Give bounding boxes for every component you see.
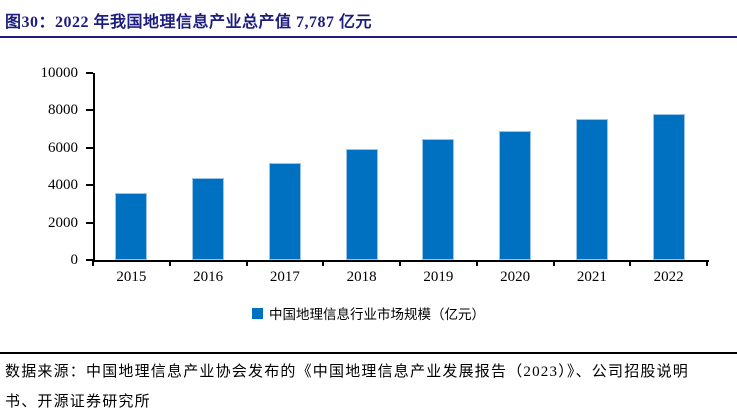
x-axis-label: 2015 — [116, 269, 147, 285]
bar-2020 — [499, 131, 532, 260]
data-source-note: 数据来源：中国地理信息产业协会发布的《中国地理信息产业发展报告（2023）》、公… — [5, 357, 733, 417]
y-axis-tick-label: 4000 — [48, 177, 78, 194]
chart-legend: 中国地理信息行业市场规模（亿元） — [0, 303, 737, 323]
y-axis-tick — [86, 109, 93, 112]
x-axis-tick — [552, 260, 555, 266]
y-axis-tick-label: 2000 — [48, 214, 78, 231]
bar-2018 — [345, 148, 378, 260]
y-axis-tick-label: 10000 — [40, 65, 79, 81]
x-axis-tick — [399, 260, 401, 266]
x-axis-tick — [629, 260, 632, 266]
bar-2016 — [192, 178, 225, 260]
x-axis-label: 2017 — [269, 269, 300, 285]
bar-2015 — [115, 192, 148, 260]
x-axis-tick — [92, 260, 94, 266]
y-axis-tick — [86, 146, 93, 149]
x-axis-tick — [706, 260, 708, 266]
y-axis-tick-label: 8000 — [48, 102, 78, 119]
x-axis-label: 2018 — [346, 269, 377, 285]
x-axis-tick — [322, 260, 325, 266]
y-axis-tick — [86, 259, 93, 261]
data-source-line-2: 书、开源证券研究所 — [5, 394, 151, 410]
x-axis-label: 2016 — [193, 269, 224, 285]
x-axis-label: 2022 — [653, 269, 684, 285]
bar-2022 — [652, 114, 685, 260]
title-divider — [0, 36, 737, 38]
y-axis-tick — [86, 72, 93, 74]
y-axis-tick-label: 0 — [70, 252, 79, 268]
y-axis-tick — [86, 221, 93, 224]
x-axis-label: 2020 — [500, 269, 531, 285]
y-axis-tick — [86, 184, 93, 187]
data-source-line-1: 数据来源：中国地理信息产业协会发布的《中国地理信息产业发展报告（2023）》、公… — [5, 364, 690, 380]
bar-2021 — [575, 119, 608, 260]
legend-marker — [252, 307, 263, 319]
figure-title: 图30：2022 年我国地理信息产业总产值 7,787 亿元 — [5, 14, 373, 31]
footer-divider — [0, 352, 737, 354]
bar-chart: 0 2000 4000 6000 8000 10000 2015 2016 2017 2018 20… — [0, 60, 737, 295]
legend-label: 中国地理信息行业市场规模（亿元） — [269, 307, 485, 322]
x-axis-label: 2019 — [423, 269, 454, 285]
plot-area — [93, 73, 709, 262]
x-axis-label: 2021 — [576, 269, 607, 285]
y-axis-tick-label: 6000 — [48, 139, 78, 156]
x-axis-tick — [245, 260, 248, 266]
bar-2017 — [268, 163, 301, 260]
x-axis-tick — [168, 260, 171, 266]
bar-2019 — [422, 138, 455, 260]
x-axis-tick — [475, 260, 478, 266]
